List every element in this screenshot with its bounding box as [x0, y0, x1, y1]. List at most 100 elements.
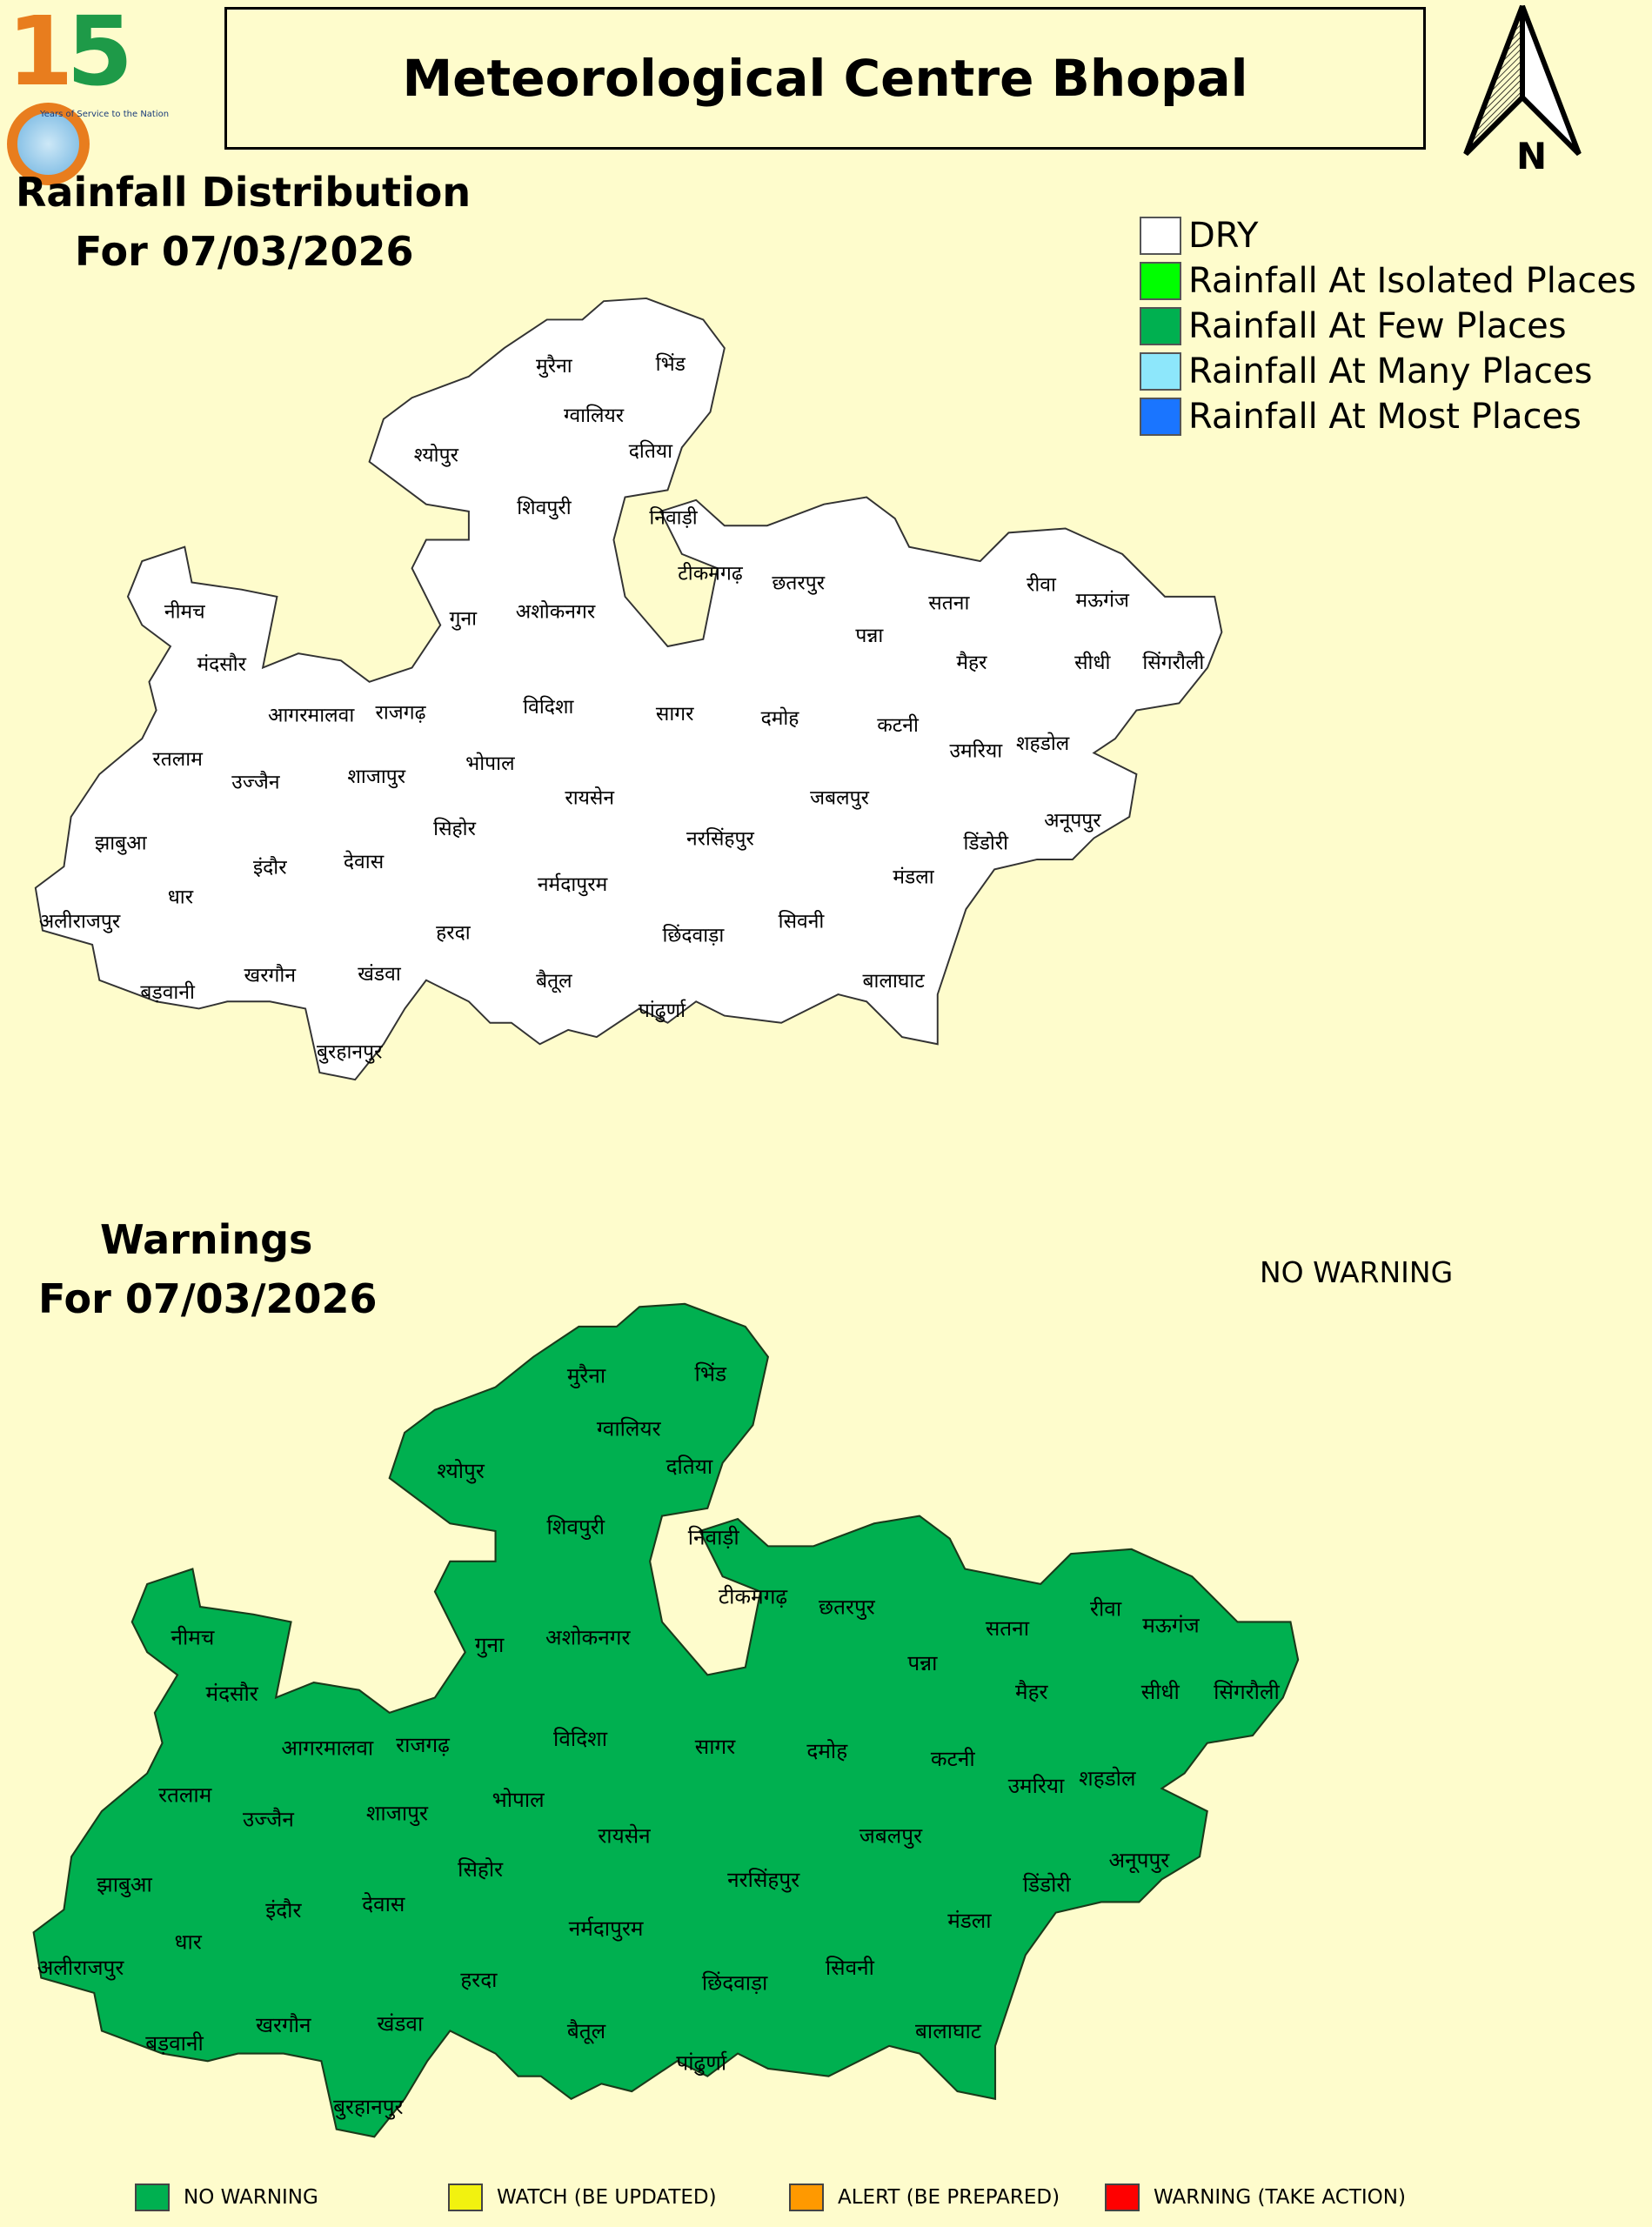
district-label: सागर — [695, 1734, 736, 1759]
district-label: झाबुआ — [95, 833, 147, 856]
district-label: इंदौर — [253, 855, 287, 879]
district-label: बालाघाट — [862, 970, 925, 993]
state-outline-warnings — [32, 1302, 1300, 2138]
district-label: सिंगरौली — [1142, 651, 1205, 674]
district-label: सीधी — [1074, 651, 1111, 674]
title-box: Meteorological Centre Bhopal — [224, 7, 1426, 150]
district-label: राजगढ़ — [396, 1732, 451, 1757]
district-label: श्योपुर — [437, 1458, 485, 1484]
district-label: मंडला — [893, 866, 934, 889]
district-label: टीकमगढ़ — [719, 1584, 789, 1609]
district-label: दमोह — [806, 1738, 848, 1763]
legend-item-watch: WATCH (BE UPDATED) — [448, 2184, 717, 2211]
district-label: बालाघाट — [915, 2018, 982, 2043]
district-label: शिवपुरी — [547, 1514, 605, 1540]
legend-label: DRY — [1188, 216, 1259, 256]
north-label: N — [1516, 135, 1547, 176]
district-label: मुरैना — [536, 354, 573, 378]
legend-label: Rainfall At Many Places — [1188, 351, 1593, 391]
legend-label: Rainfall At Isolated Places — [1188, 261, 1636, 301]
district-label: छिंदवाड़ा — [662, 924, 725, 947]
legend-swatch — [1140, 262, 1181, 300]
legend-item-most: Rainfall At Most Places — [1140, 397, 1582, 437]
district-label: मंदसौर — [206, 1681, 259, 1706]
district-label: छतरपुर — [819, 1595, 876, 1621]
district-label: भोपाल — [492, 1787, 545, 1812]
district-label: भिंड — [695, 1361, 727, 1387]
warning-status: NO WARNING — [1260, 1255, 1454, 1289]
legend-item-no-warning: NO WARNING — [135, 2184, 318, 2211]
district-label: पांढुर्णा — [676, 2050, 727, 2077]
legend-swatch — [448, 2184, 483, 2211]
district-label: सिंगरौली — [1214, 1679, 1280, 1704]
district-label: भिंड — [656, 352, 686, 376]
rainfall-date: For 07/03/2026 — [75, 228, 414, 275]
district-label: गुना — [475, 1632, 505, 1658]
district-label: सीधी — [1141, 1679, 1180, 1704]
logo-tagline: Years of Service to the Nation — [40, 110, 170, 119]
legend-swatch — [1140, 217, 1181, 255]
legend-item-alert: ALERT (BE PREPARED) — [789, 2184, 1060, 2211]
district-label: बड़वानी — [145, 2030, 204, 2056]
district-label: दतिया — [629, 439, 673, 463]
district-label: सतना — [928, 592, 970, 615]
district-label: नीमच — [164, 599, 205, 623]
district-label: पन्ना — [907, 1650, 938, 1675]
district-label: छिंदवाड़ा — [702, 1970, 768, 1995]
district-label: उज्जैन — [243, 1806, 294, 1831]
district-label: दतिया — [666, 1454, 713, 1479]
district-label: डिंडोरी — [1023, 1871, 1072, 1896]
district-label: आगरमालवा — [281, 1735, 374, 1761]
district-label: रीवा — [1090, 1595, 1122, 1621]
logo-number: 15 — [7, 3, 203, 195]
district-label: श्योपुर — [414, 444, 459, 468]
district-label: अलीराजपुर — [37, 1955, 125, 1981]
legend-swatch — [1140, 307, 1181, 345]
district-label: अशोकनगर — [516, 599, 596, 623]
district-label: जबलपुर — [810, 786, 869, 810]
district-label: सिवनी — [826, 1955, 875, 1980]
district-label: मऊगंज — [1142, 1613, 1200, 1638]
district-label: सिवनी — [779, 909, 826, 933]
district-label: उमरिया — [1008, 1773, 1065, 1798]
district-label: शाजापुर — [347, 766, 405, 789]
legend-swatch — [135, 2184, 170, 2211]
district-label: पन्ना — [855, 625, 884, 647]
district-label: बुरहानपुर — [317, 1041, 383, 1065]
legend-label: WATCH (BE UPDATED) — [497, 2186, 717, 2209]
district-label: शाजापुर — [366, 1800, 429, 1826]
district-label: देवास — [362, 1891, 405, 1916]
district-label: मैहर — [956, 651, 987, 674]
district-label: नर्मदापुरम — [538, 873, 608, 897]
imd-150-logo: 15 Years of Service to the Nation — [7, 3, 203, 185]
district-label: विदिशा — [553, 1726, 608, 1751]
district-label: हरदा — [436, 921, 472, 944]
legend-swatch — [1140, 398, 1181, 436]
district-label: ग्वालियर — [597, 1415, 662, 1441]
district-label: निवाड़ी — [649, 506, 698, 530]
legend-label: ALERT (BE PREPARED) — [838, 2186, 1060, 2209]
legend-item-few: Rainfall At Few Places — [1140, 306, 1567, 346]
legend-swatch — [1140, 352, 1181, 391]
district-label: रतलाम — [158, 1782, 212, 1808]
district-label: देवास — [344, 850, 385, 873]
district-label: दमोह — [761, 706, 800, 730]
legend-item-dry: DRY — [1140, 216, 1258, 256]
district-label: डिंडोरी — [964, 832, 1010, 855]
district-label: मऊगंज — [1075, 589, 1129, 612]
district-label: नीमच — [171, 1625, 214, 1650]
district-label: मुरैना — [567, 1362, 606, 1388]
district-label: अशोकनगर — [545, 1625, 631, 1650]
district-label: रायसेन — [565, 786, 614, 809]
district-label: कटनी — [931, 1746, 976, 1771]
district-label: सतना — [986, 1615, 1030, 1641]
district-label: अलीराजपुर — [39, 909, 121, 933]
district-label: शिवपुरी — [517, 496, 572, 520]
district-label: टीकमगढ़ — [678, 561, 744, 585]
district-label: बैतूल — [567, 2018, 606, 2044]
district-label: रीवा — [1027, 572, 1057, 596]
district-label: खंडवा — [358, 963, 402, 986]
